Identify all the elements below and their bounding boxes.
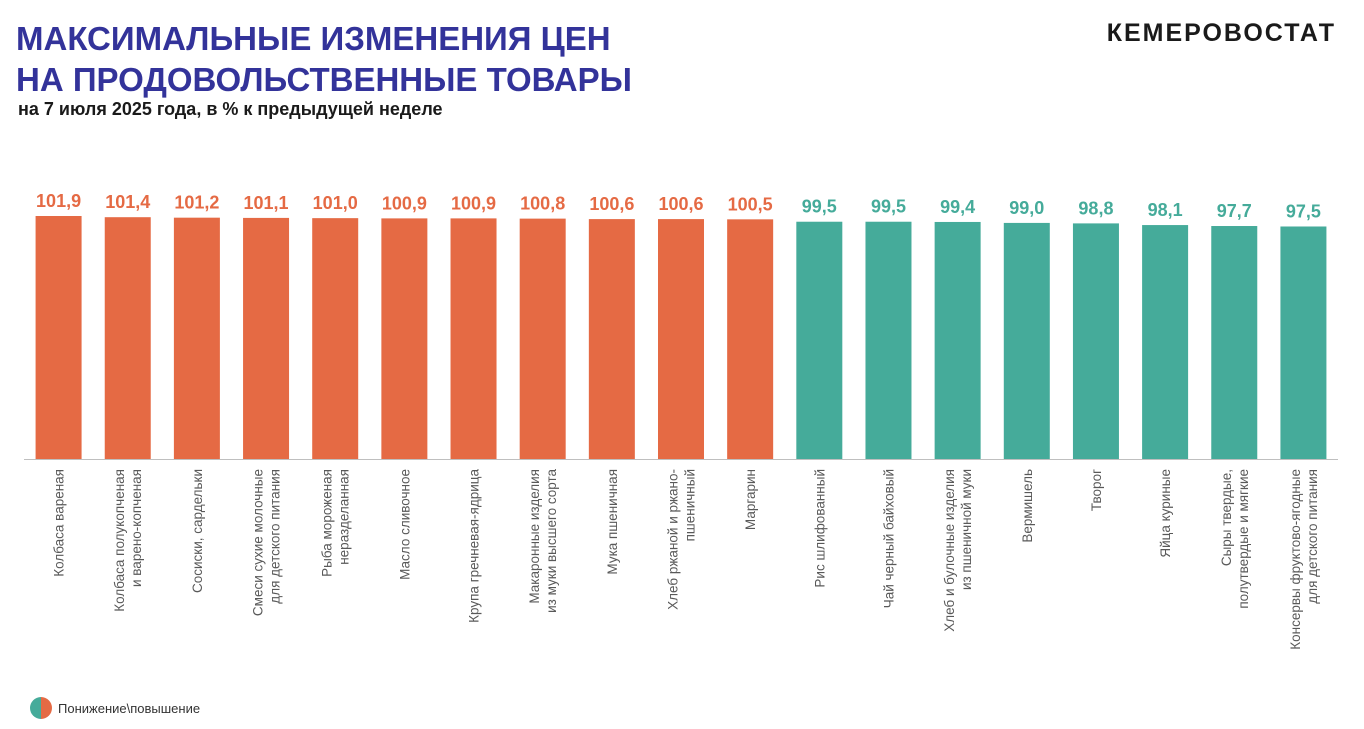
- category-label-line: Чай черный байховый: [881, 469, 896, 608]
- category-label-line: Рис шлифованный: [812, 469, 827, 588]
- bar: [1003, 222, 1050, 459]
- category-label: Колбаса полукопченая и варено-копченая: [112, 469, 144, 612]
- category-label-line: Колбаса вареная: [52, 469, 67, 577]
- category-label: Мука пшеничная: [605, 469, 620, 575]
- bar: [104, 217, 151, 459]
- category-label-line: Яйца куриные: [1158, 469, 1173, 558]
- bar: [658, 219, 704, 459]
- data-label: 99,0: [1009, 198, 1044, 218]
- category-label-line: для детского питания: [268, 469, 283, 604]
- category-label-line: из пшеничной муки: [959, 469, 974, 590]
- category-label: Масло сливочное: [397, 469, 412, 580]
- category-label-line: Крупа гречневая-ядрица: [467, 469, 482, 623]
- legend-half-circle-icon: [30, 697, 52, 719]
- bar: [588, 219, 635, 459]
- category-label-line: неразделанная: [337, 469, 352, 565]
- data-label: 100,6: [658, 194, 703, 214]
- data-label: 100,9: [451, 193, 496, 213]
- category-label: Макаронные изделия из муки высшего сорта: [527, 469, 559, 613]
- data-label: 101,1: [244, 193, 289, 213]
- bar: [934, 221, 981, 459]
- title-line-2: НА ПРОДОВОЛЬСТВЕННЫЕ ТОВАРЫ: [16, 61, 632, 98]
- category-label-line: Консервы фруктово-ягодные: [1288, 469, 1303, 650]
- data-label: 100,9: [382, 193, 427, 213]
- category-label-line: из муки высшего сорта: [544, 469, 559, 613]
- bar: [1072, 223, 1119, 459]
- legend-label: Понижение\повышение: [58, 700, 201, 716]
- category-label: Вермишель: [1020, 469, 1035, 543]
- category-label: Творог: [1089, 469, 1104, 511]
- data-label: 101,9: [36, 191, 81, 211]
- data-label: 97,5: [1286, 201, 1321, 221]
- bar: [312, 218, 359, 459]
- bar: [1280, 226, 1327, 459]
- category-label-line: полутвердые и мягкие: [1236, 469, 1251, 609]
- category-label-line: Сыры твердые,: [1219, 469, 1234, 566]
- category-label-line: Смеси сухие молочные: [251, 469, 266, 616]
- data-label: 101,4: [105, 192, 150, 212]
- data-label: 101,0: [313, 193, 358, 213]
- bar: [727, 219, 774, 459]
- bar: [519, 218, 566, 459]
- bar: [35, 216, 82, 459]
- page-title: МАКСИМАЛЬНЫЕ ИЗМЕНЕНИЯ ЦЕН НА ПРОДОВОЛЬС…: [16, 18, 632, 100]
- bar: [381, 218, 428, 459]
- category-label-line: пшеничный: [683, 469, 698, 541]
- category-label: Сыры твердые, полутвердые и мягкие: [1219, 469, 1251, 609]
- bar: [243, 217, 290, 459]
- bar: [173, 217, 220, 459]
- data-label: 100,8: [520, 194, 565, 214]
- data-label: 99,5: [871, 197, 906, 217]
- category-label: Чай черный байховый: [881, 469, 896, 608]
- subtitle: на 7 июля 2025 года, в % к предыдущей не…: [18, 99, 443, 119]
- bar: [1142, 225, 1189, 459]
- category-label: Колбаса вареная: [52, 469, 67, 577]
- category-label: Рыба мороженая неразделанная: [320, 469, 352, 577]
- category-label: Маргарин: [743, 469, 758, 530]
- category-label: Яйца куриные: [1158, 469, 1173, 558]
- category-label-line: и варено-копченая: [129, 469, 144, 587]
- data-label: 100,6: [589, 194, 634, 214]
- data-label: 97,7: [1217, 201, 1252, 221]
- category-label: Сосиски, сардельки: [190, 469, 205, 593]
- category-label-line: Макаронные изделия: [527, 469, 542, 604]
- category-label-line: Мука пшеничная: [605, 469, 620, 575]
- data-label: 100,5: [728, 194, 773, 214]
- category-label-line: Колбаса полукопченая: [112, 469, 127, 612]
- bar: [796, 221, 843, 459]
- category-label: Хлеб и булочные изделия из пшеничной муки: [942, 469, 974, 632]
- category-label-line: Масло сливочное: [397, 469, 412, 580]
- category-label-line: Вермишель: [1020, 469, 1035, 543]
- data-label: 101,2: [174, 193, 219, 213]
- bar: [1211, 226, 1258, 459]
- category-label-line: Сосиски, сардельки: [190, 469, 205, 593]
- category-label-line: Рыба мороженая: [320, 469, 335, 577]
- category-label-line: Хлеб и булочные изделия: [942, 469, 957, 632]
- category-label: Смеси сухие молочные для детского питания: [251, 469, 283, 616]
- data-label: 98,1: [1148, 200, 1183, 220]
- category-label-line: Хлеб ржаной и ржано-: [666, 469, 681, 610]
- data-label: 98,8: [1078, 198, 1113, 218]
- bar: [450, 218, 497, 459]
- title-line-1: МАКСИМАЛЬНЫЕ ИЗМЕНЕНИЯ ЦЕН: [16, 20, 611, 57]
- category-label-line: для детского питания: [1305, 469, 1320, 604]
- category-label: Крупа гречневая-ядрица: [467, 469, 482, 623]
- category-label: Хлеб ржаной и ржано-пшеничный: [666, 469, 698, 610]
- category-label: Рис шлифованный: [812, 469, 827, 588]
- bar: [865, 221, 912, 459]
- brand-logo: КЕМЕРОВОСТАТ: [1106, 19, 1336, 47]
- data-label: 99,5: [802, 197, 837, 217]
- category-label-line: Творог: [1089, 469, 1104, 511]
- category-label: Консервы фруктово-ягодные для детского пи…: [1288, 469, 1320, 650]
- category-label-line: Маргарин: [743, 469, 758, 530]
- legend: Понижение\повышение: [30, 697, 200, 719]
- data-label: 99,4: [940, 197, 975, 217]
